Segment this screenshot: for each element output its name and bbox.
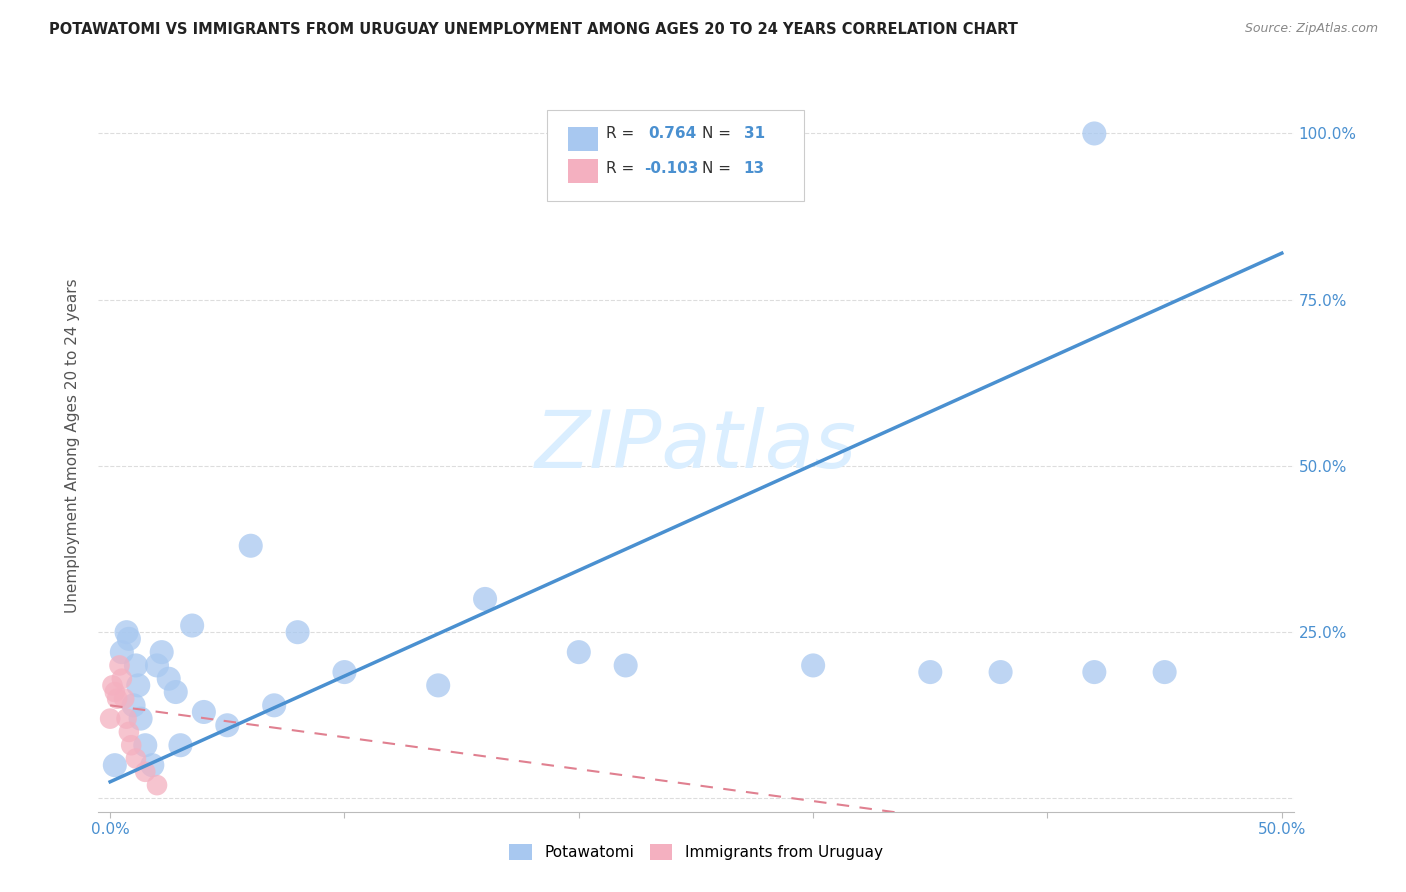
Point [239,539,262,553]
Point [115,625,138,640]
Text: POTAWATOMI VS IMMIGRANTS FROM URUGUAY UNEMPLOYMENT AMONG AGES 20 TO 24 YEARS COR: POTAWATOMI VS IMMIGRANTS FROM URUGUAY UN… [49,22,1018,37]
Point [146,658,169,673]
Point [141,758,163,772]
Point [568,645,591,659]
Point [122,698,145,713]
Point [193,705,215,719]
Point [111,645,134,659]
Point [134,738,156,752]
Text: R =: R = [606,126,634,141]
Y-axis label: Unemployment Among Ages 20 to 24 years: Unemployment Among Ages 20 to 24 years [65,278,80,614]
Point [1083,665,1105,679]
Point [181,618,204,632]
Point [263,698,285,713]
Point [108,658,131,673]
Point [157,672,180,686]
Text: R =: R = [606,161,634,176]
Point [165,685,187,699]
Point [120,738,142,752]
Point [287,625,309,640]
Point [134,764,156,779]
Point [474,591,496,606]
Text: -0.103: -0.103 [644,161,699,176]
Point [118,725,141,739]
Point [105,691,128,706]
FancyBboxPatch shape [547,110,804,201]
Point [217,718,239,732]
Point [125,658,148,673]
Point [920,665,942,679]
Point [118,632,141,646]
Point [111,672,134,686]
Point [101,678,124,692]
FancyBboxPatch shape [568,127,598,152]
Point [146,778,169,792]
Text: 0.764: 0.764 [648,126,696,141]
Text: Source: ZipAtlas.com: Source: ZipAtlas.com [1244,22,1378,36]
Point [1083,127,1105,141]
Point [150,645,173,659]
Point [112,691,135,706]
Point [614,658,637,673]
Point [427,678,450,692]
Point [169,738,191,752]
FancyBboxPatch shape [568,159,598,183]
Text: ZIPatlas: ZIPatlas [534,407,858,485]
Legend: Potawatomi, Immigrants from Uruguay: Potawatomi, Immigrants from Uruguay [503,838,889,866]
Point [104,685,127,699]
Point [127,678,149,692]
Point [1153,665,1175,679]
Text: N =: N = [702,161,731,176]
Point [115,712,138,726]
Point [125,751,148,765]
Point [801,658,824,673]
Point [990,665,1012,679]
Point [98,712,121,726]
Text: 31: 31 [744,126,765,141]
Point [129,712,152,726]
Point [333,665,356,679]
Text: 13: 13 [744,161,765,176]
Point [104,758,127,772]
Text: N =: N = [702,126,731,141]
